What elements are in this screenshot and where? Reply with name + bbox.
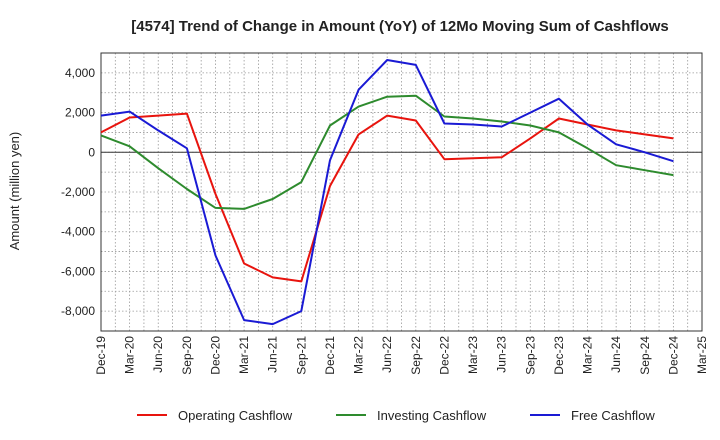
x-tick-label: Sep-21	[294, 336, 308, 375]
x-tick-label: Mar-21	[237, 336, 251, 374]
x-tick-label: Jun-20	[151, 336, 165, 373]
x-tick-label: Sep-22	[409, 336, 423, 375]
x-tick-label: Dec-23	[552, 336, 566, 375]
y-tick-label: -6,000	[61, 264, 95, 278]
plot-frame	[100, 52, 703, 332]
y-axis-label: Amount (million yen)	[7, 132, 22, 251]
x-tick-label: Mar-25	[695, 336, 709, 374]
x-tick-label: Dec-21	[323, 336, 337, 375]
x-tick-label: Jun-21	[266, 336, 280, 373]
x-tick-label: Dec-24	[666, 336, 680, 375]
investing-cashflow-line	[100, 94, 674, 210]
x-tick-label: Mar-24	[581, 336, 595, 374]
legend-label: Free Cashflow	[571, 408, 655, 423]
x-tick-label: Mar-22	[352, 336, 366, 374]
legend-entry-investing-cashflow: Investing Cashflow	[336, 408, 487, 423]
y-tick-label: -4,000	[61, 225, 95, 239]
y-tick-label: 2,000	[65, 106, 95, 120]
y-tick-label: -2,000	[61, 185, 95, 199]
free-cashflow-line	[100, 59, 674, 326]
x-tick-label: Jun-24	[609, 336, 623, 373]
chart-title: [4574] Trend of Change in Amount (YoY) o…	[131, 18, 669, 35]
y-tick-label: -8,000	[61, 304, 95, 318]
y-tick-label: 0	[88, 145, 95, 159]
y-tick-labels: 4,000 2,000 0 -2,000 -4,000 -6,000 -8,000	[61, 66, 95, 318]
x-tick-label: Jun-23	[495, 336, 509, 373]
x-tick-label: Sep-24	[638, 336, 652, 375]
legend: Operating Cashflow Investing Cashflow Free…	[137, 408, 655, 423]
x-tick-label: Sep-23	[523, 336, 537, 375]
x-tick-label: Mar-23	[466, 336, 480, 374]
legend-label: Operating Cashflow	[178, 408, 293, 423]
operating-cashflow-line	[100, 112, 674, 283]
plot-area: 4,000 2,000 0 -2,000 -4,000 -6,000 -8,000 Dec-1…	[61, 52, 709, 375]
x-tick-label: Jun-22	[380, 336, 394, 373]
x-tick-label: Dec-20	[208, 336, 222, 375]
legend-entry-operating-cashflow: Operating Cashflow	[137, 408, 293, 423]
x-tick-label: Dec-22	[437, 336, 451, 375]
x-tick-label: Dec-19	[94, 336, 108, 375]
y-tick-label: 4,000	[65, 66, 95, 80]
legend-label: Investing Cashflow	[377, 408, 487, 423]
legend-entry-free-cashflow: Free Cashflow	[530, 408, 655, 423]
x-tick-label: Sep-20	[180, 336, 194, 375]
x-tick-labels: Dec-19 Mar-20 Jun-20 Sep-20 Dec-20 Mar-21 Jun-…	[94, 336, 709, 375]
x-tick-label: Mar-20	[123, 336, 137, 374]
